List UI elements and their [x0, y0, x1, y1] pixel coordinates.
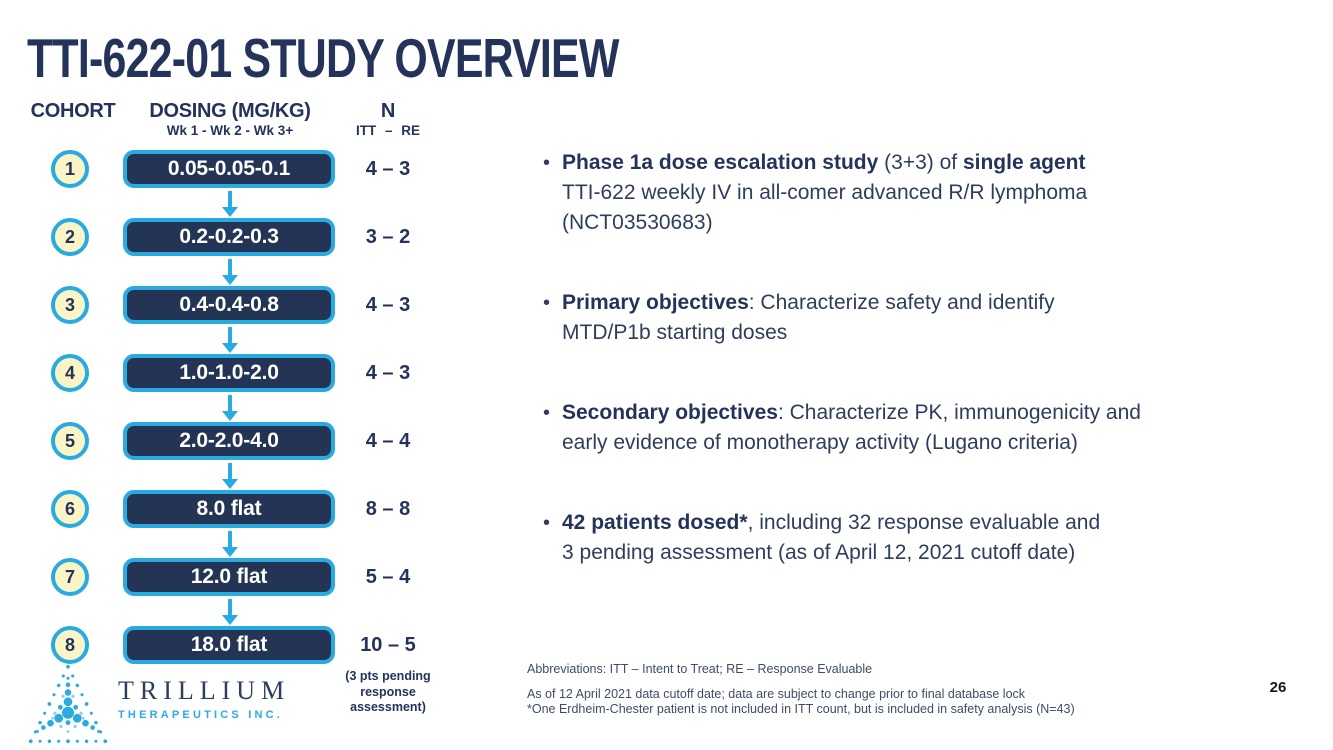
page-title: TTI-622-01 STUDY OVERVIEW [27, 27, 619, 89]
down-arrow-icon [219, 327, 241, 354]
cohort-row: 4 1.0-1.0-2.0 4 – 3 [0, 354, 470, 421]
dose-box: 0.05-0.05-0.1 [123, 150, 335, 188]
down-arrow-icon [219, 463, 241, 490]
n-value: 4 – 4 [365, 430, 411, 452]
trillium-dots-triangle-icon [28, 664, 108, 744]
bullet-item: 42 patients dosed*, including 32 respons… [543, 508, 1272, 568]
cohort-number-badge: 4 [51, 354, 89, 392]
cohort-row: 1 0.05-0.05-0.1 4 – 3 [0, 150, 470, 217]
cohort-number-badge: 8 [51, 626, 89, 664]
bullet-item: Phase 1a dose escalation study (3+3) of … [543, 148, 1272, 238]
cohort-row: 2 0.2-0.2-0.3 3 – 2 [0, 218, 470, 285]
down-arrow-icon [219, 599, 241, 626]
column-header-n: N [380, 100, 396, 122]
dose-box: 0.2-0.2-0.3 [123, 218, 335, 256]
dose-box: 2.0-2.0-4.0 [123, 422, 335, 460]
bullet-text-segment: 42 patients dosed* [562, 511, 748, 534]
down-arrow-icon [219, 191, 241, 218]
bullet-text-segment: (NCT03530683) [562, 211, 713, 234]
bullet-text-segment: Primary objectives [562, 291, 749, 314]
column-subheader-itt-re: ITT – RE [355, 123, 420, 138]
cohort-rows: 1 0.05-0.05-0.1 4 – 3 2 0.2-0.2-0.3 3 – … [0, 150, 470, 714]
bullet-item: Primary objectives: Characterize safety … [543, 288, 1272, 348]
dose-box: 0.4-0.4-0.8 [123, 286, 335, 324]
bullet-text-segment: Phase 1a dose escalation study [562, 151, 879, 174]
cohort-row: 5 2.0-2.0-4.0 4 – 4 [0, 422, 470, 489]
n-value: 4 – 3 [365, 362, 411, 384]
footnotes: Abbreviations: ITT – Intent to Treat; RE… [527, 662, 1075, 717]
cohort-number-badge: 2 [51, 218, 89, 256]
bullet-text-segment: single agent [962, 151, 1086, 174]
dose-label: 18.0 flat [190, 633, 268, 656]
bullet-text-segment: 3 pending assessment (as of April 12, 20… [562, 541, 1076, 564]
bullet-list: Phase 1a dose escalation study (3+3) of … [543, 148, 1272, 618]
dose-box: 12.0 flat [123, 558, 335, 596]
dose-label: 0.2-0.2-0.3 [179, 225, 279, 248]
n-value: 8 – 8 [365, 498, 411, 520]
footnote-line: *One Erdheim-Chester patient is not incl… [527, 702, 1075, 716]
cohort-number: 3 [64, 294, 75, 315]
down-arrow-icon [219, 259, 241, 286]
cohort-row: 7 12.0 flat 5 – 4 [0, 558, 470, 625]
bullet-text-segment: TTI-622 weekly IV in all-comer advanced … [562, 181, 1088, 204]
dose-label: 8.0 flat [196, 497, 262, 520]
logo-text: TRILLIUM THERAPEUTICS INC. [118, 658, 290, 721]
bullet-text-segment: : Characterize PK, immunogenicity and [777, 401, 1141, 424]
dose-label: 1.0-1.0-2.0 [179, 361, 279, 384]
cohort-number-badge: 5 [51, 422, 89, 460]
bullet-text-segment: early evidence of monotherapy activity (… [562, 431, 1078, 454]
bullet-text-segment: : Characterize safety and identify [748, 291, 1055, 314]
n-note: (3 pts pending response assessment) [345, 669, 431, 714]
company-logo: TRILLIUM THERAPEUTICS INC. [22, 658, 290, 750]
dose-label: 2.0-2.0-4.0 [179, 429, 279, 452]
cohort-number: 1 [64, 158, 75, 179]
n-value: 4 – 3 [365, 294, 411, 316]
cohort-number-badge: 3 [51, 286, 89, 324]
cohort-number: 6 [64, 498, 75, 519]
cohort-number-badge: 1 [51, 150, 89, 188]
column-header-cohort: COHORT [30, 100, 116, 122]
footnote-line: Abbreviations: ITT – Intent to Treat; RE… [527, 662, 873, 676]
cohort-number-badge: 6 [51, 490, 89, 528]
column-subheader-weeks: Wk 1 - Wk 2 - Wk 3+ [166, 123, 294, 138]
cohort-number-badge: 7 [51, 558, 89, 596]
logo-company-subtitle: THERAPEUTICS INC. [118, 709, 284, 721]
dose-box: 1.0-1.0-2.0 [123, 354, 335, 392]
page-number: 26 [1269, 679, 1287, 696]
cohort-row: 8 18.0 flat 10 – 5 (3 pts pending respon… [0, 626, 470, 714]
column-header-dosing: DOSING (MG/KG) [149, 100, 311, 122]
down-arrow-icon [219, 531, 241, 558]
bullet-text-segment: (3+3) of [878, 151, 963, 174]
cohort-row: 6 8.0 flat 8 – 8 [0, 490, 470, 557]
down-arrow-icon [219, 395, 241, 422]
cohort-number: 7 [64, 566, 75, 587]
n-value: 5 – 4 [365, 566, 411, 588]
dose-box: 8.0 flat [123, 490, 335, 528]
dose-label: 12.0 flat [190, 565, 268, 588]
dose-label: 0.4-0.4-0.8 [179, 293, 279, 316]
bullet-text-segment: Secondary objectives [562, 401, 778, 424]
dose-box: 18.0 flat [123, 626, 335, 664]
n-value: 3 – 2 [365, 226, 411, 248]
footnote-line: As of 12 April 2021 data cutoff date; da… [527, 687, 1026, 701]
n-value: 4 – 3 [365, 158, 411, 180]
cohort-number: 5 [64, 430, 75, 451]
bullet-text-segment: MTD/P1b starting doses [562, 321, 788, 344]
cohort-row: 3 0.4-0.4-0.8 4 – 3 [0, 286, 470, 353]
logo-company-name: TRILLIUM [118, 676, 291, 705]
dose-label: 0.05-0.05-0.1 [167, 157, 291, 180]
bullet-item: Secondary objectives: Characterize PK, i… [543, 398, 1272, 458]
cohort-number: 4 [64, 362, 75, 383]
bullet-text-segment: , including 32 response evaluable and [747, 511, 1101, 534]
cohort-number: 8 [64, 634, 75, 655]
cohort-number: 2 [64, 226, 75, 247]
n-value: 10 – 5 [360, 634, 416, 656]
